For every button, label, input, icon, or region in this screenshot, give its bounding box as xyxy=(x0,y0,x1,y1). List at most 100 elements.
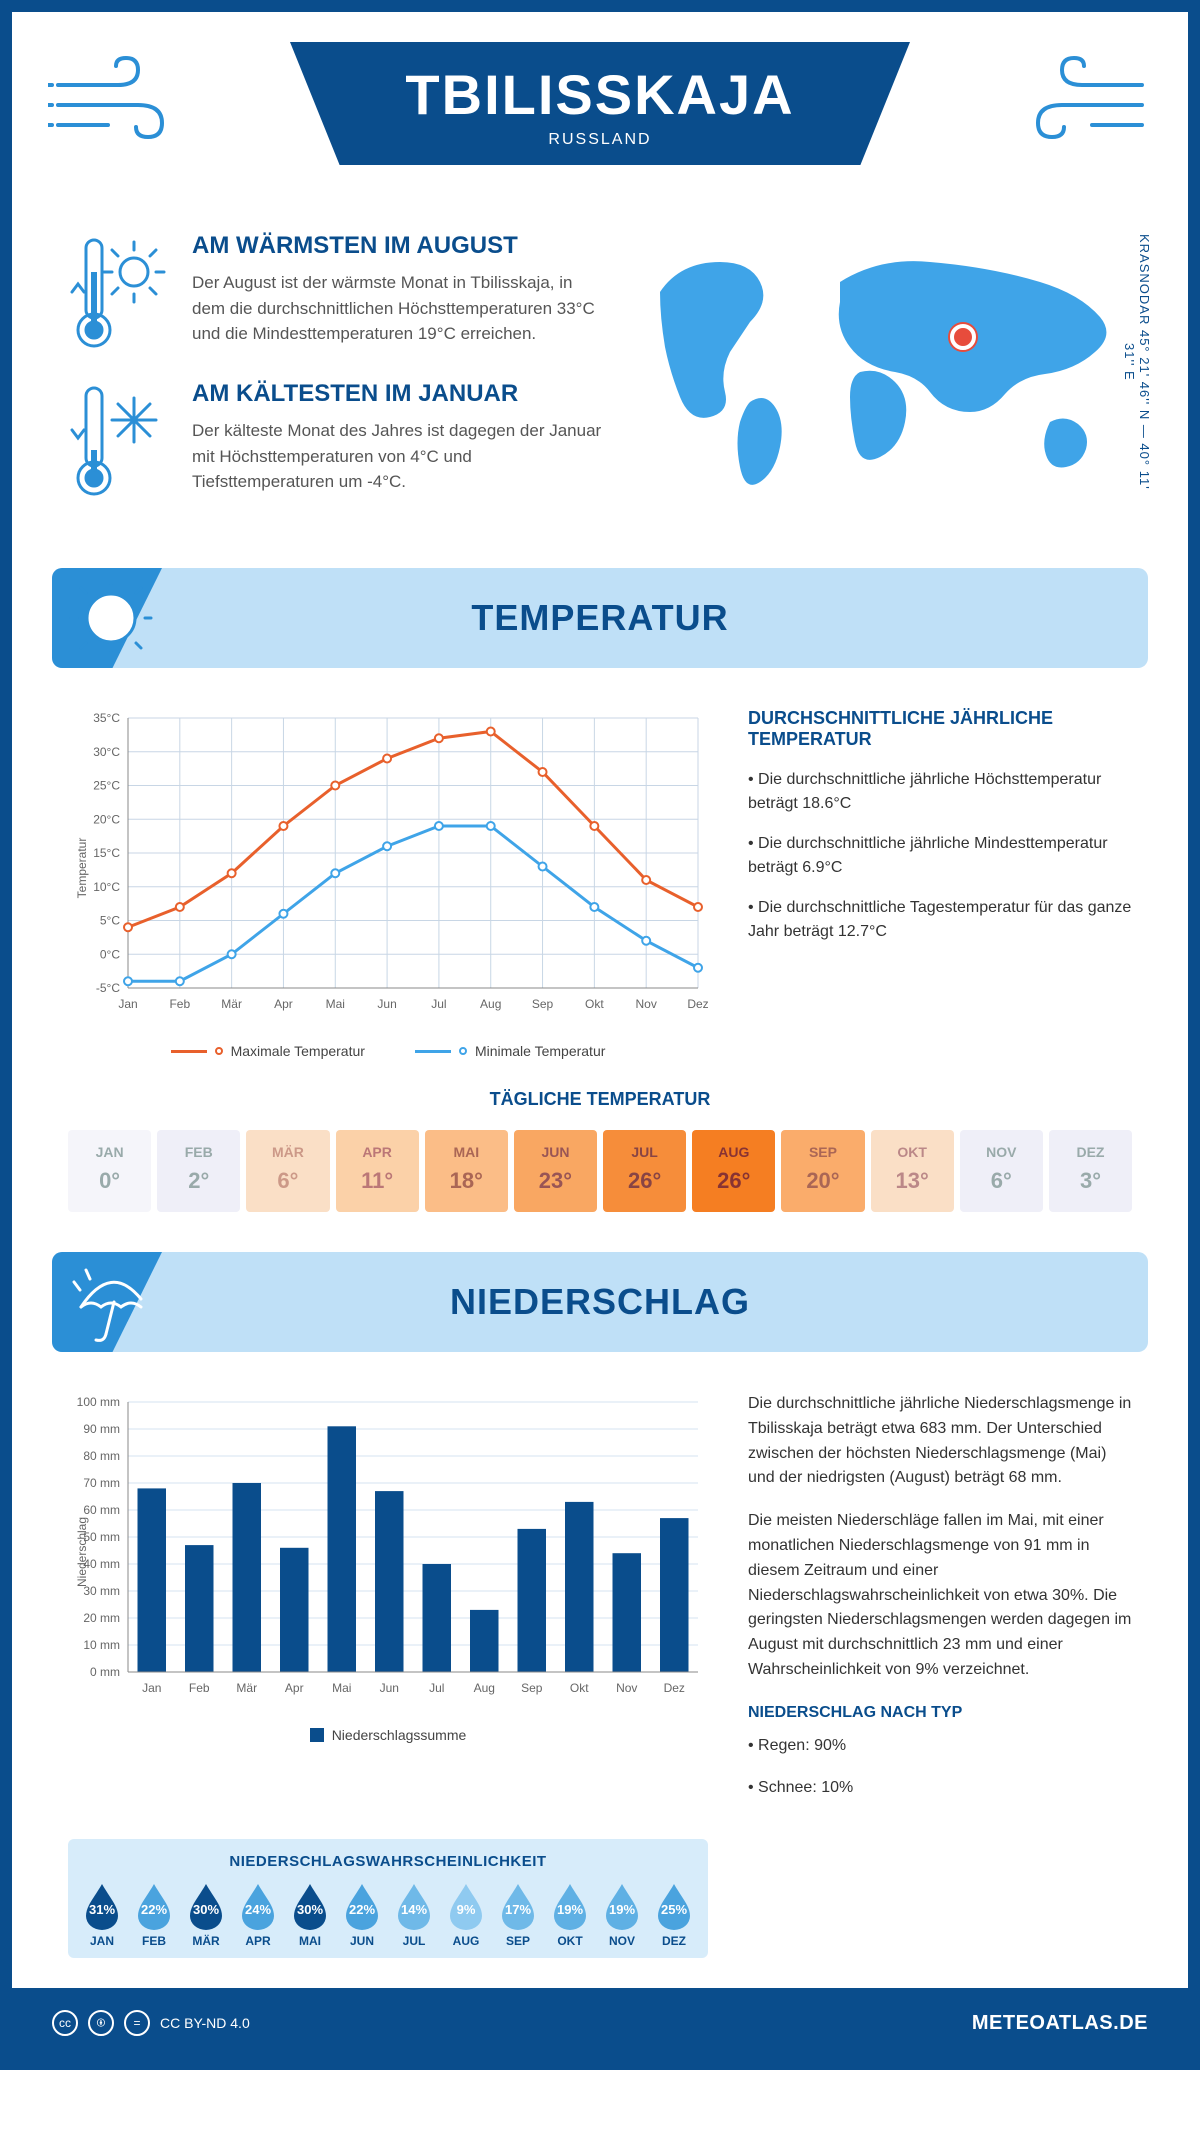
temp-info-b1: • Die durchschnittliche jährliche Höchst… xyxy=(748,768,1132,816)
precip-type-title: NIEDERSCHLAG NACH TYP xyxy=(748,1701,1132,1726)
prob-cell: 14%JUL xyxy=(388,1882,440,1948)
section-precip-title: NIEDERSCHLAG xyxy=(450,1281,750,1323)
svg-text:Nov: Nov xyxy=(616,1681,637,1695)
legend-min: Minimale Temperatur xyxy=(475,1043,605,1059)
svg-text:15°C: 15°C xyxy=(93,846,120,860)
svg-text:5°C: 5°C xyxy=(100,914,120,928)
prob-cell: 19%NOV xyxy=(596,1882,648,1948)
daily-cell: SEP20° xyxy=(781,1130,864,1212)
section-temp-banner: TEMPERATUR xyxy=(52,568,1148,668)
prob-cell: 22%FEB xyxy=(128,1882,180,1948)
svg-text:-5°C: -5°C xyxy=(96,981,120,995)
prob-cell: 24%APR xyxy=(232,1882,284,1948)
prob-cell: 9%AUG xyxy=(440,1882,492,1948)
world-map: KRASNODAR 45° 21' 46'' N — 40° 11' 31'' … xyxy=(628,232,1132,528)
daily-cell: APR11° xyxy=(336,1130,419,1212)
svg-text:Jul: Jul xyxy=(431,997,446,1011)
svg-text:Aug: Aug xyxy=(480,997,501,1011)
section-precip-banner: NIEDERSCHLAG xyxy=(52,1252,1148,1352)
svg-text:Dez: Dez xyxy=(664,1681,685,1695)
svg-text:Mär: Mär xyxy=(221,997,242,1011)
svg-text:Okt: Okt xyxy=(585,997,604,1011)
daily-cell: MÄR6° xyxy=(246,1130,329,1212)
nd-icon: = xyxy=(124,2010,150,2036)
prob-cell: 30%MAI xyxy=(284,1882,336,1948)
daily-cell: JUN23° xyxy=(514,1130,597,1212)
thermometer-cold-icon xyxy=(68,380,168,500)
sun-icon xyxy=(66,578,156,658)
svg-text:0 mm: 0 mm xyxy=(90,1665,120,1679)
daily-cell: DEZ3° xyxy=(1049,1130,1132,1212)
prob-cell: 22%JUN xyxy=(336,1882,388,1948)
svg-text:35°C: 35°C xyxy=(93,711,120,725)
prob-cell: 19%OKT xyxy=(544,1882,596,1948)
svg-text:Niederschlag: Niederschlag xyxy=(75,1517,89,1587)
temp-line-chart: -5°C0°C5°C10°C15°C20°C25°C30°C35°CJanFeb… xyxy=(68,708,708,1059)
precip-legend: Niederschlagssumme xyxy=(332,1727,467,1743)
coldest-block: AM KÄLTESTEN IM JANUAR Der kälteste Mona… xyxy=(68,380,608,500)
daily-cell: OKT13° xyxy=(871,1130,954,1212)
temp-info-title: DURCHSCHNITTLICHE JÄHRLICHE TEMPERATUR xyxy=(748,708,1132,750)
svg-text:Apr: Apr xyxy=(274,997,293,1011)
svg-text:Dez: Dez xyxy=(687,997,708,1011)
svg-text:Mai: Mai xyxy=(332,1681,351,1695)
cc-icon: cc xyxy=(52,2010,78,2036)
thermometer-hot-icon xyxy=(68,232,168,352)
prob-cell: 31%JAN xyxy=(76,1882,128,1948)
warmest-text: Der August ist der wärmste Monat in Tbil… xyxy=(192,270,608,347)
umbrella-icon xyxy=(66,1262,156,1342)
precip-p1: Die durchschnittliche jährliche Niedersc… xyxy=(748,1392,1132,1491)
daily-cell: AUG26° xyxy=(692,1130,775,1212)
daily-cell: NOV6° xyxy=(960,1130,1043,1212)
svg-text:90 mm: 90 mm xyxy=(83,1422,120,1436)
wind-icon xyxy=(48,50,188,150)
warmest-title: AM WÄRMSTEN IM AUGUST xyxy=(192,232,608,260)
svg-text:10 mm: 10 mm xyxy=(83,1638,120,1652)
svg-text:Aug: Aug xyxy=(474,1681,495,1695)
svg-text:Feb: Feb xyxy=(169,997,190,1011)
prob-cell: 25%DEZ xyxy=(648,1882,700,1948)
svg-text:Sep: Sep xyxy=(521,1681,543,1695)
page-subtitle: RUSSLAND xyxy=(290,131,910,149)
svg-text:0°C: 0°C xyxy=(100,947,120,961)
daily-title: TÄGLICHE TEMPERATUR xyxy=(68,1089,1132,1110)
svg-text:Okt: Okt xyxy=(570,1681,589,1695)
svg-text:Jan: Jan xyxy=(142,1681,161,1695)
svg-text:Temperatur: Temperatur xyxy=(75,838,89,899)
svg-text:60 mm: 60 mm xyxy=(83,1503,120,1517)
license-text: CC BY-ND 4.0 xyxy=(160,2015,250,2031)
daily-cell: MAI18° xyxy=(425,1130,508,1212)
precip-type1: • Regen: 90% xyxy=(748,1734,1132,1759)
prob-title: NIEDERSCHLAGSWAHRSCHEINLICHKEIT xyxy=(76,1853,700,1870)
precip-bar-chart: 0 mm10 mm20 mm30 mm40 mm50 mm60 mm70 mm8… xyxy=(68,1392,708,1819)
svg-text:30°C: 30°C xyxy=(93,745,120,759)
coordinates-label: KRASNODAR 45° 21' 46'' N — 40° 11' 31'' … xyxy=(1122,232,1152,492)
svg-text:80 mm: 80 mm xyxy=(83,1449,120,1463)
precip-p2: Die meisten Niederschläge fallen im Mai,… xyxy=(748,1509,1132,1683)
warmest-block: AM WÄRMSTEN IM AUGUST Der August ist der… xyxy=(68,232,608,352)
svg-text:Apr: Apr xyxy=(285,1681,304,1695)
svg-text:Jan: Jan xyxy=(118,997,137,1011)
page-title: TBILISSKAJA xyxy=(290,62,910,127)
temp-info-b2: • Die durchschnittliche jährliche Mindes… xyxy=(748,832,1132,880)
daily-temp-strip: JAN0°FEB2°MÄR6°APR11°MAI18°JUN23°JUL26°A… xyxy=(68,1130,1132,1212)
precip-probability-panel: NIEDERSCHLAGSWAHRSCHEINLICHKEIT 31%JAN 2… xyxy=(68,1839,708,1958)
svg-text:10°C: 10°C xyxy=(93,880,120,894)
svg-text:Sep: Sep xyxy=(532,997,554,1011)
prob-cell: 17%SEP xyxy=(492,1882,544,1948)
svg-text:100 mm: 100 mm xyxy=(77,1395,120,1409)
svg-text:Jul: Jul xyxy=(429,1681,444,1695)
section-temp-title: TEMPERATUR xyxy=(471,597,728,639)
svg-text:20 mm: 20 mm xyxy=(83,1611,120,1625)
by-icon: 🅯 xyxy=(88,2010,114,2036)
svg-text:Nov: Nov xyxy=(636,997,657,1011)
legend-max: Maximale Temperatur xyxy=(231,1043,365,1059)
title-banner: TBILISSKAJA RUSSLAND xyxy=(290,42,910,165)
daily-cell: FEB2° xyxy=(157,1130,240,1212)
wind-icon xyxy=(1012,50,1152,150)
svg-text:Mai: Mai xyxy=(326,997,345,1011)
svg-text:70 mm: 70 mm xyxy=(83,1476,120,1490)
svg-text:Mär: Mär xyxy=(236,1681,257,1695)
coldest-text: Der kälteste Monat des Jahres ist dagege… xyxy=(192,418,608,495)
svg-text:20°C: 20°C xyxy=(93,812,120,826)
